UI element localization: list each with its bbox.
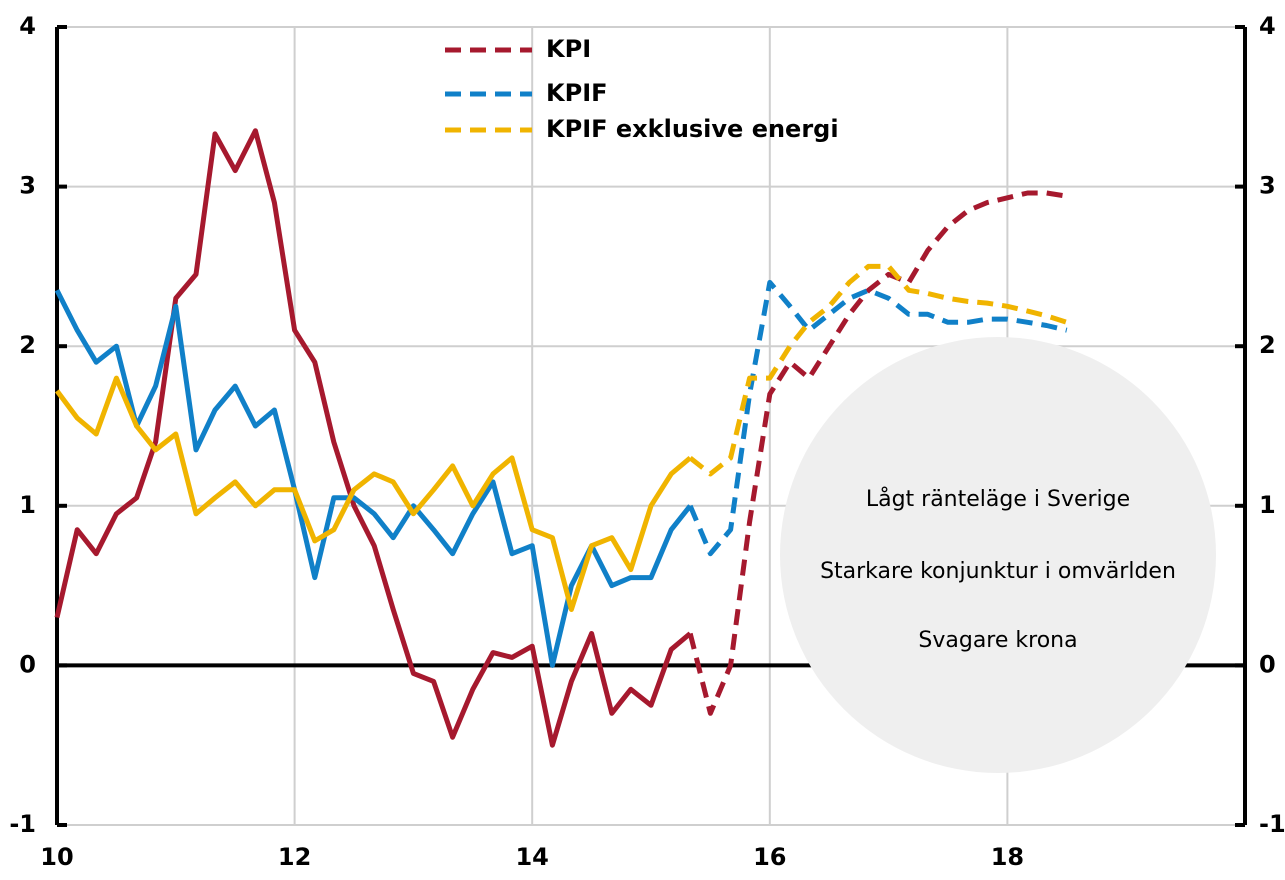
x-tick-label: 14 <box>515 843 548 871</box>
legend-label: KPIF exklusive energi <box>546 115 839 143</box>
forecast-line <box>687 190 1068 716</box>
x-tick-label: 16 <box>753 843 786 871</box>
y-tick-label: 4 <box>19 12 36 40</box>
x-tick-label: 10 <box>40 843 73 871</box>
y-tick-label: -1 <box>9 810 36 838</box>
forecast-line <box>688 263 1068 477</box>
y2-tick-label: 2 <box>1259 331 1276 359</box>
y2-tick-label: 1 <box>1259 491 1276 519</box>
annotation: Starkare konjunktur i omvärlden <box>820 559 1176 584</box>
x-tick-label: 12 <box>278 843 311 871</box>
y2-tick-label: 4 <box>1259 12 1276 40</box>
y-tick-label: 3 <box>19 172 36 200</box>
x-tick-label: 18 <box>991 843 1024 871</box>
y2-tick-label: 3 <box>1259 172 1276 200</box>
annotation-circle <box>780 337 1216 773</box>
line <box>54 128 692 748</box>
legend-label: KPI <box>546 35 591 63</box>
annotation: Svagare krona <box>918 628 1077 653</box>
y-tick-label: 2 <box>19 331 36 359</box>
y-tick-label: 1 <box>19 491 36 519</box>
y-tick-label: 0 <box>19 650 36 678</box>
forecast-line <box>687 279 1068 557</box>
y2-tick-label: -1 <box>1259 810 1285 838</box>
legend-label: KPIF <box>546 79 608 107</box>
annotation: Lågt ränteläge i Sverige <box>866 486 1130 512</box>
line <box>54 375 692 612</box>
y2-tick-label: 0 <box>1259 650 1276 678</box>
